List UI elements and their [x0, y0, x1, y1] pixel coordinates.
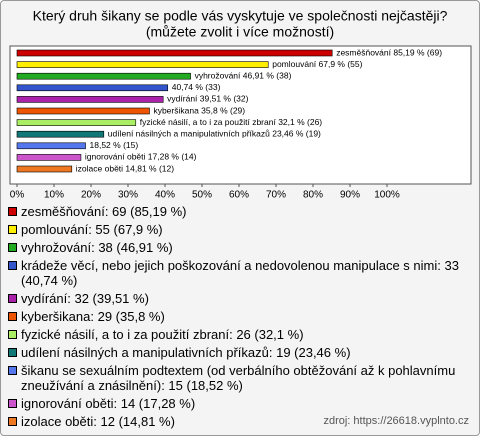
x-tick-label: 50%: [192, 190, 212, 201]
legend-label: šikanu se sexuálním podtextem (od verbál…: [21, 363, 456, 393]
x-tick-label: 100%: [374, 190, 400, 201]
legend-swatch: [8, 348, 17, 357]
value-label: vyhrožování 46,91 % (38): [195, 70, 292, 80]
x-tick-label: 70%: [266, 190, 286, 201]
value-label: fyzické násilí, a to i za použití zbraní…: [140, 117, 323, 127]
legend-label: vyhrožování: 38 (46,91 %): [21, 240, 173, 255]
legend-label: krádeže věcí, nebo jejich poškozování a …: [21, 258, 459, 288]
legend-item: pomlouvání: 55 (67,9 %): [7, 222, 473, 237]
legend-swatch: [8, 312, 17, 321]
legend-item: udílení násilných a manipulativních přík…: [7, 345, 473, 360]
legend-label: kyberšikana: 29 (35,8 %): [21, 309, 165, 324]
legend-item: fyzické násilí, a to i za použití zbraní…: [7, 327, 473, 342]
legend-item: ignorování oběti: 14 (17,28 %): [7, 396, 473, 411]
legend-swatch: [8, 330, 17, 339]
chart-title: Který druh šikany se podle vás vyskytuje…: [33, 8, 448, 24]
legend-item: vyhrožování: 38 (46,91 %): [7, 240, 473, 255]
bar: [16, 119, 137, 126]
legend-label: izolace oběti: 12 (14,81 %): [21, 414, 175, 429]
legend-label: udílení násilných a manipulativních přík…: [21, 345, 351, 360]
legend-label: vydírání: 32 (39,51 %): [21, 291, 149, 306]
legend-swatch: [8, 243, 17, 252]
bar: [16, 154, 82, 161]
legend-item: vydírání: 32 (39,51 %): [7, 291, 473, 306]
legend-item: šikanu se sexuálním podtextem (od verbál…: [7, 363, 473, 393]
legend-label: pomlouvání: 55 (67,9 %): [21, 222, 163, 237]
bar: [16, 72, 191, 80]
value-label: 18,52 % (15): [90, 140, 139, 150]
bar: [16, 61, 269, 68]
bar: [16, 96, 164, 103]
value-label: ignorování oběti 17,28 % (14): [85, 152, 197, 162]
value-label: zesměšňování 85,19 % (69): [336, 47, 442, 57]
x-tick-label: 30%: [118, 190, 138, 201]
x-tick-label: 40%: [155, 190, 175, 201]
x-tick-label: 80%: [303, 190, 323, 201]
bar: [16, 107, 150, 115]
legend-swatch: [8, 294, 17, 303]
legend-swatch: [8, 225, 17, 234]
legend-label: ignorování oběti: 14 (17,28 %): [21, 396, 196, 411]
x-tick-label: 60%: [229, 190, 249, 201]
legend: zesměšňování: 69 (85,19 %) pomlouvání: 55…: [7, 204, 473, 432]
value-label: kyberšikana 35,8 % (29): [153, 105, 245, 115]
x-tick-label: 0%: [10, 190, 25, 201]
bar: [16, 165, 73, 173]
x-tick-label: 90%: [340, 190, 360, 201]
value-label: udílení násilných a manipulativních přík…: [108, 128, 321, 138]
chart-subtitle: (můžete zvolit i více možností): [146, 24, 334, 40]
bar: [16, 49, 333, 57]
legend-item: izolace oběti: 12 (14,81 %): [7, 414, 473, 429]
bar: [16, 130, 105, 138]
legend-swatch: [8, 207, 17, 216]
source: zdroj: https://26618.vyplnto.cz: [323, 415, 469, 427]
legend-swatch: [8, 417, 17, 426]
value-label: pomlouvání 67,9 % (55): [272, 59, 362, 69]
plot-frame: [9, 45, 472, 185]
legend-label: zesměšňování: 69 (85,19 %): [21, 204, 187, 219]
bar: [16, 142, 86, 150]
legend-item: zesměšňování: 69 (85,19 %): [7, 204, 473, 219]
legend-item: krádeže věcí, nebo jejich poškozování a …: [7, 258, 473, 288]
value-label: 40,74 % (33): [172, 82, 221, 92]
x-tick-label: 20%: [81, 190, 101, 201]
legend-item: kyberšikana: 29 (35,8 %): [7, 309, 473, 324]
legend-label: fyzické násilí, a to i za použití zbraní…: [21, 327, 304, 342]
value-label: izolace oběti 14,81 % (12): [76, 163, 174, 173]
bar: [16, 84, 169, 92]
value-label: vydírání 39,51 % (32): [167, 94, 248, 104]
legend-swatch: [8, 261, 17, 270]
legend-swatch: [8, 366, 17, 375]
x-tick-label: 10%: [44, 190, 64, 201]
legend-swatch: [8, 399, 17, 408]
chart: Který druh šikany se podle vás vyskytuje…: [9, 8, 472, 201]
